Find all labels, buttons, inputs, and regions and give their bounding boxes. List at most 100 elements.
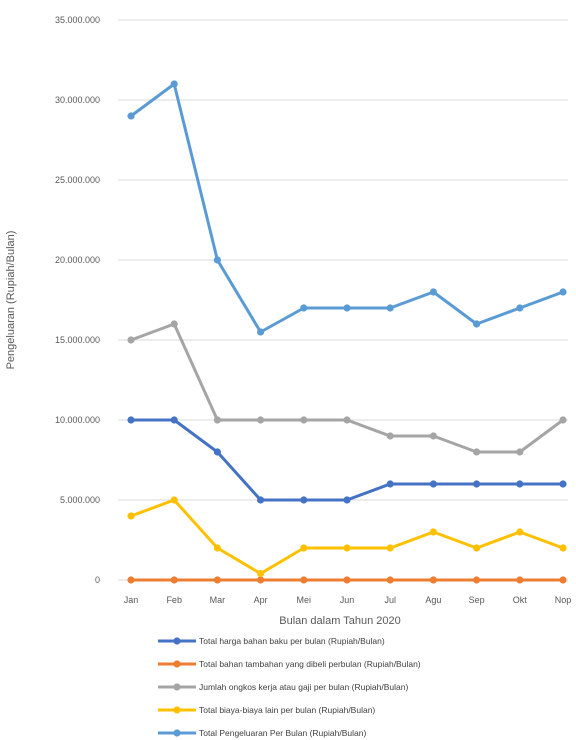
data-point: [343, 576, 351, 584]
data-point: [170, 80, 178, 88]
data-point: [343, 544, 351, 552]
data-point: [516, 528, 524, 536]
data-point: [300, 416, 308, 424]
y-tick-label: 35.000.000: [55, 15, 100, 25]
data-point: [300, 544, 308, 552]
data-point: [170, 496, 178, 504]
legend-item: Total Pengeluaran Per Bulan (Rupiah/Bula…: [158, 728, 366, 738]
data-point: [343, 304, 351, 312]
data-point: [473, 576, 481, 584]
y-axis-ticks: 0 5.000.000 10.000.000 15.000.000 20.000.000…: [55, 15, 100, 585]
data-point: [127, 576, 135, 584]
legend-item: Total harga bahan baku per bulan (Rupiah…: [158, 636, 385, 646]
series-line: [129, 498, 565, 576]
x-tick-label: Nop: [555, 595, 572, 605]
data-point: [386, 544, 394, 552]
data-point: [343, 416, 351, 424]
x-tick-label: Mei: [297, 595, 312, 605]
data-point: [213, 256, 221, 264]
data-point: [473, 480, 481, 488]
legend-label: Total biaya-biaya lain per bulan (Rupiah…: [199, 705, 375, 715]
data-point: [257, 496, 265, 504]
y-axis-title: Pengeluaran (Rupiah/Bulan): [5, 231, 17, 370]
data-point: [213, 544, 221, 552]
data-point: [386, 480, 394, 488]
data-point: [127, 112, 135, 120]
data-point: [516, 448, 524, 456]
x-tick-label: Mar: [210, 595, 226, 605]
data-point: [429, 432, 437, 440]
x-tick-label: Apr: [254, 595, 268, 605]
x-axis-title: Bulan dalam Tahun 2020: [279, 615, 401, 627]
data-point: [170, 320, 178, 328]
data-point: [257, 416, 265, 424]
legend-label: Total bahan tambahan yang dibeli perbula…: [199, 659, 421, 669]
data-point: [127, 336, 135, 344]
y-tick-label: 25.000.000: [55, 175, 100, 185]
y-tick-label: 15.000.000: [55, 335, 100, 345]
data-point: [429, 528, 437, 536]
x-axis-ticks: Jan Feb Mar Apr Mei Jun Jul Agu Sep Okt Nop: [124, 595, 572, 605]
data-point: [386, 576, 394, 584]
data-point: [516, 576, 524, 584]
data-point: [429, 480, 437, 488]
x-tick-label: Jun: [340, 595, 355, 605]
data-point: [386, 432, 394, 440]
x-tick-label: Sep: [469, 595, 485, 605]
legend-swatch-marker: [173, 660, 181, 668]
data-point: [213, 416, 221, 424]
y-tick-label: 30.000.000: [55, 95, 100, 105]
series-4: [127, 496, 567, 578]
data-point: [213, 448, 221, 456]
data-point: [559, 288, 567, 296]
legend-item: Total biaya-biaya lain per bulan (Rupiah…: [158, 705, 375, 715]
data-point: [429, 288, 437, 296]
data-point: [257, 576, 265, 584]
data-point: [559, 576, 567, 584]
data-point: [559, 480, 567, 488]
data-point: [213, 576, 221, 584]
series-2: [127, 576, 567, 584]
x-tick-label: Jan: [124, 595, 139, 605]
data-point: [343, 496, 351, 504]
data-point: [473, 544, 481, 552]
data-point: [516, 304, 524, 312]
series-3: [127, 320, 567, 456]
series-line: [129, 418, 565, 502]
data-point: [300, 576, 308, 584]
series-line: [129, 322, 565, 454]
legend-swatch-marker: [173, 706, 181, 714]
x-tick-label: Jul: [384, 595, 396, 605]
series-1: [127, 416, 567, 504]
data-point: [473, 320, 481, 328]
data-point: [429, 576, 437, 584]
y-tick-label: 0: [95, 575, 100, 585]
legend-swatch-marker: [173, 637, 181, 645]
data-point: [516, 480, 524, 488]
y-tick-label: 10.000.000: [55, 415, 100, 425]
legend-swatch-marker: [173, 683, 181, 691]
y-tick-label: 20.000.000: [55, 255, 100, 265]
data-point: [257, 570, 265, 578]
data-point: [127, 416, 135, 424]
data-point: [257, 328, 265, 336]
legend-item: Jumlah ongkos kerja atau gaji per bulan …: [158, 682, 408, 692]
legend-item: Total bahan tambahan yang dibeli perbula…: [158, 659, 421, 669]
series-lines: [127, 80, 567, 584]
data-point: [170, 416, 178, 424]
data-point: [300, 496, 308, 504]
data-point: [127, 512, 135, 520]
legend-label: Total harga bahan baku per bulan (Rupiah…: [199, 636, 385, 646]
data-point: [473, 448, 481, 456]
data-point: [300, 304, 308, 312]
series-line: [129, 82, 565, 334]
x-tick-label: Feb: [166, 595, 182, 605]
data-point: [559, 544, 567, 552]
y-tick-label: 5.000.000: [60, 495, 100, 505]
legend-swatch-marker: [173, 729, 181, 737]
data-point: [386, 304, 394, 312]
legend: Total harga bahan baku per bulan (Rupiah…: [158, 636, 421, 738]
data-point: [170, 576, 178, 584]
legend-label: Jumlah ongkos kerja atau gaji per bulan …: [199, 682, 408, 692]
